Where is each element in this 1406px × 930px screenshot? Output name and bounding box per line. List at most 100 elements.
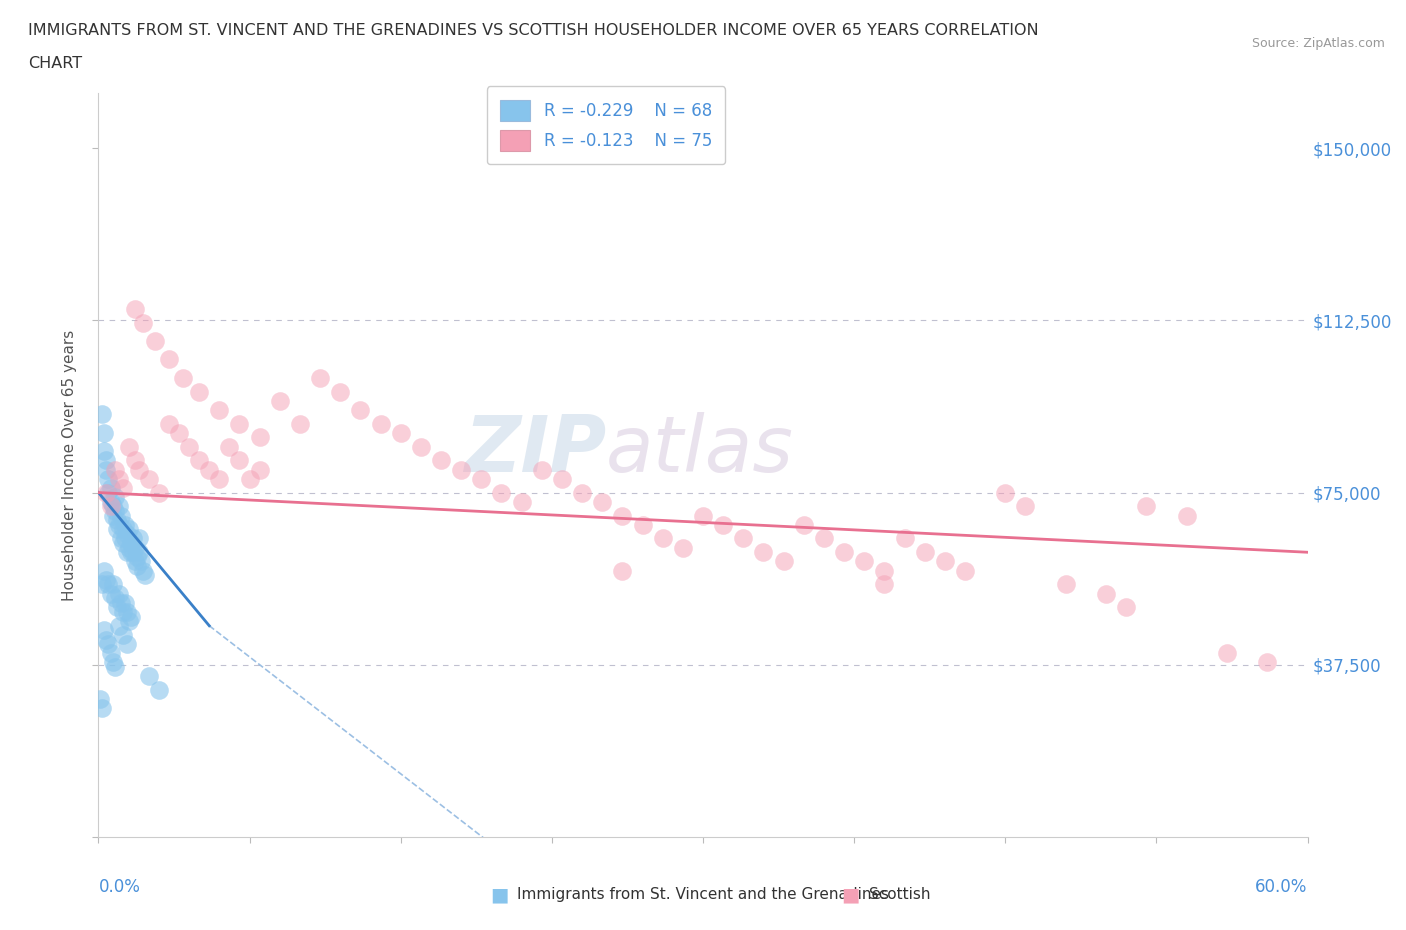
Point bbox=[111, 536, 134, 551]
Point bbox=[111, 522, 134, 537]
Point bbox=[96, 632, 118, 647]
Text: ■: ■ bbox=[489, 885, 509, 904]
Point bbox=[128, 531, 150, 546]
Point bbox=[409, 439, 432, 454]
Text: 0.0%: 0.0% bbox=[98, 878, 141, 896]
Point bbox=[530, 462, 553, 477]
Point bbox=[832, 545, 855, 560]
Point bbox=[125, 559, 148, 574]
Point bbox=[101, 577, 124, 591]
Point bbox=[148, 485, 170, 500]
Point bbox=[132, 315, 155, 330]
Point bbox=[1054, 577, 1077, 591]
Point bbox=[188, 384, 211, 399]
Point bbox=[97, 637, 120, 652]
Point bbox=[120, 609, 142, 624]
Point bbox=[111, 481, 134, 496]
Point bbox=[121, 545, 143, 560]
Point bbox=[994, 485, 1017, 500]
Point bbox=[167, 425, 190, 440]
Point bbox=[631, 517, 654, 532]
Point bbox=[491, 485, 513, 500]
Point bbox=[114, 595, 136, 610]
Point bbox=[772, 554, 794, 569]
Point bbox=[93, 623, 115, 638]
Point bbox=[953, 564, 976, 578]
Point bbox=[105, 600, 128, 615]
Point bbox=[1135, 498, 1157, 513]
Point bbox=[115, 604, 138, 619]
Point bbox=[118, 439, 141, 454]
Point bbox=[269, 393, 291, 408]
Point bbox=[288, 417, 311, 432]
Point bbox=[103, 490, 125, 505]
Point bbox=[97, 577, 120, 591]
Point bbox=[121, 531, 143, 546]
Y-axis label: Householder Income Over 65 years: Householder Income Over 65 years bbox=[62, 329, 77, 601]
Point bbox=[733, 531, 755, 546]
Point bbox=[692, 508, 714, 523]
Point bbox=[107, 586, 129, 601]
Point bbox=[97, 472, 120, 486]
Text: ZIP: ZIP bbox=[464, 412, 606, 488]
Point bbox=[138, 472, 160, 486]
Point bbox=[793, 517, 815, 532]
Point bbox=[103, 591, 125, 605]
Point bbox=[120, 536, 142, 551]
Point bbox=[129, 554, 152, 569]
Point bbox=[100, 586, 122, 601]
Point bbox=[110, 595, 132, 610]
Point bbox=[114, 531, 136, 546]
Point bbox=[128, 545, 150, 560]
Point bbox=[101, 655, 124, 670]
Point bbox=[101, 498, 124, 513]
Text: Source: ZipAtlas.com: Source: ZipAtlas.com bbox=[1251, 37, 1385, 50]
Text: 60.0%: 60.0% bbox=[1256, 878, 1308, 896]
Point bbox=[93, 564, 115, 578]
Point bbox=[1014, 498, 1036, 513]
Point bbox=[218, 439, 240, 454]
Point bbox=[198, 462, 221, 477]
Point bbox=[100, 495, 122, 510]
Point bbox=[96, 485, 118, 500]
Text: Scottish: Scottish bbox=[869, 887, 931, 902]
Point bbox=[934, 554, 956, 569]
Point bbox=[124, 554, 146, 569]
Text: atlas: atlas bbox=[606, 412, 794, 488]
Point bbox=[172, 370, 194, 385]
Point bbox=[188, 453, 211, 468]
Point bbox=[571, 485, 593, 500]
Point bbox=[470, 472, 492, 486]
Point bbox=[107, 498, 129, 513]
Point bbox=[105, 512, 128, 527]
Point bbox=[110, 531, 132, 546]
Point bbox=[91, 701, 114, 716]
Point bbox=[91, 577, 114, 591]
Point bbox=[97, 485, 120, 500]
Point bbox=[1095, 586, 1118, 601]
Point bbox=[120, 545, 142, 560]
Point bbox=[89, 692, 111, 707]
Point bbox=[111, 604, 134, 619]
Point bbox=[450, 462, 472, 477]
Point bbox=[551, 472, 574, 486]
Point bbox=[228, 453, 250, 468]
Point bbox=[893, 531, 915, 546]
Point bbox=[93, 425, 115, 440]
Legend: R = -0.229    N = 68, R = -0.123    N = 75: R = -0.229 N = 68, R = -0.123 N = 75 bbox=[486, 86, 725, 165]
Point bbox=[125, 550, 148, 565]
Point bbox=[100, 481, 122, 496]
Point bbox=[138, 669, 160, 684]
Point bbox=[228, 417, 250, 432]
Text: ■: ■ bbox=[841, 885, 860, 904]
Point bbox=[103, 503, 125, 518]
Point bbox=[124, 301, 146, 316]
Point bbox=[107, 517, 129, 532]
Point bbox=[110, 508, 132, 523]
Point bbox=[111, 628, 134, 643]
Point bbox=[914, 545, 936, 560]
Point bbox=[430, 453, 453, 468]
Point bbox=[612, 564, 634, 578]
Point bbox=[208, 403, 231, 418]
Point bbox=[103, 462, 125, 477]
